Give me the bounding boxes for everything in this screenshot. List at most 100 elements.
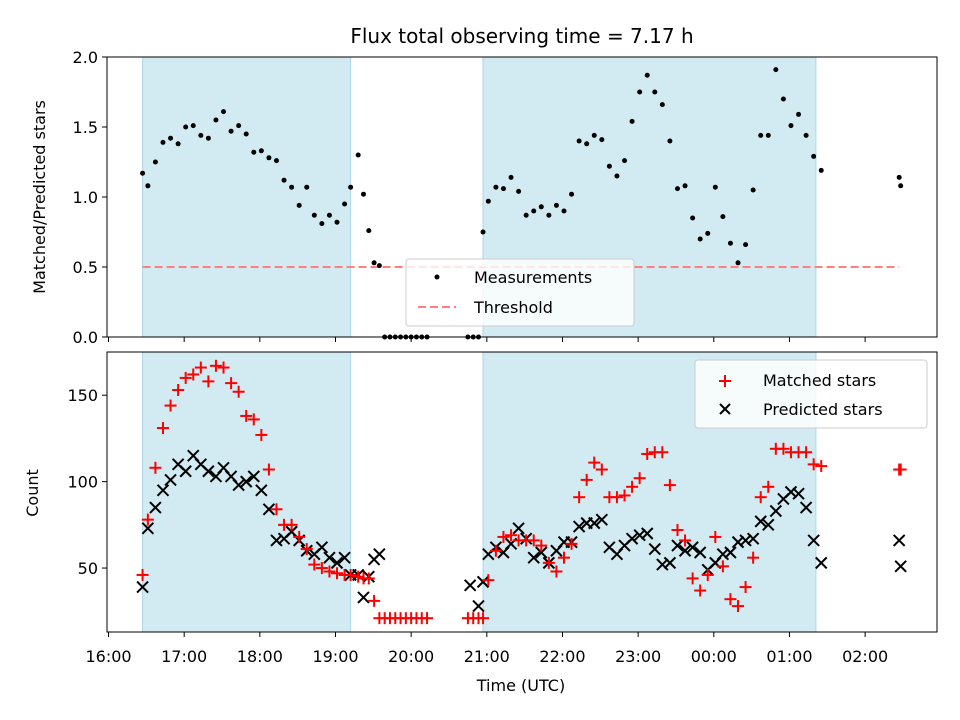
matched-star-point	[686, 572, 699, 585]
measurement-point	[898, 183, 904, 189]
measurement-point	[371, 260, 377, 266]
predicted-star-stroke	[792, 487, 805, 500]
matched-star-point	[270, 503, 283, 516]
x-tick-label: 21:00	[464, 647, 510, 666]
chart-title: Flux total observing time = 7.17 h	[350, 24, 693, 48]
matched-star-point	[595, 463, 608, 476]
matched-star-point	[285, 518, 298, 531]
measurement-point	[674, 186, 680, 192]
measurement-point	[803, 132, 809, 138]
ratio-y-axis-label: Matched/Predicted stars	[30, 100, 49, 294]
measurement-point	[773, 67, 779, 73]
predicted-star-point	[472, 599, 485, 613]
predicted-star-point	[641, 527, 654, 540]
predicted-star-stroke	[512, 522, 525, 535]
measurement-point	[266, 155, 272, 161]
measurement-point	[296, 202, 302, 208]
predicted-star-point	[678, 544, 692, 557]
measurement-point	[788, 123, 794, 129]
measurement-point	[591, 132, 597, 138]
predicted-star-stroke	[136, 580, 149, 594]
x-axis-label: Time (UTC)	[476, 676, 565, 695]
measurement-point	[183, 124, 189, 130]
measurement-point	[516, 188, 522, 194]
predicted-star-point	[746, 532, 760, 545]
predicted-star-point	[315, 541, 329, 554]
matched-star-point	[477, 612, 490, 625]
measurement-point	[251, 149, 257, 155]
predicted-star-point	[716, 548, 730, 561]
measurement-point	[705, 230, 711, 236]
ratio-legend: Measurements Threshold	[405, 258, 635, 327]
matched-star-point	[588, 456, 601, 469]
predicted-star-stroke	[633, 529, 646, 542]
matched-star-point	[505, 529, 518, 542]
predicted-star-point	[262, 503, 276, 516]
measurement-point	[493, 184, 499, 190]
measurement-point	[213, 117, 219, 123]
predicted-star-stroke	[815, 556, 828, 570]
predicted-star-point	[762, 518, 775, 532]
matched-star-point	[807, 458, 820, 471]
matched-star-point	[535, 539, 548, 552]
predicted-star-point	[663, 556, 677, 570]
matched-star-point	[352, 570, 365, 583]
measurement-point	[334, 219, 340, 225]
x-tick-label: 20:00	[388, 647, 434, 666]
measurement-point	[743, 242, 749, 248]
matched-star-point	[610, 491, 623, 504]
measurement-point	[637, 89, 643, 95]
matched-star-point	[724, 593, 737, 606]
measurement-point	[175, 141, 181, 147]
measurement-point	[273, 158, 279, 164]
measurement-point	[622, 158, 628, 164]
predicted-star-point	[270, 534, 283, 547]
matched-star-point	[217, 361, 230, 374]
predicted-star-stroke	[194, 458, 208, 471]
predicted-star-stroke	[224, 470, 238, 483]
matched-star-point	[362, 572, 375, 585]
legend-measurements-marker	[434, 274, 440, 280]
matched-star-point	[739, 581, 752, 594]
predicted-star-stroke	[762, 518, 775, 532]
matched-star-point	[149, 461, 162, 474]
measurement-point	[727, 240, 733, 246]
measurement-point	[652, 89, 658, 95]
predicted-star-point	[671, 539, 684, 552]
count-y-tick-label: 50	[78, 559, 98, 578]
predicted-star-point	[179, 465, 192, 478]
measurement-point	[758, 132, 764, 138]
x-tick-label: 23:00	[615, 647, 661, 666]
measurement-point	[243, 131, 249, 137]
predicted-star-stroke	[603, 541, 616, 554]
matched-star-point	[315, 562, 328, 575]
ratio-legend-box	[405, 258, 635, 327]
measurement-point	[319, 221, 325, 227]
x-tick-label: 17:00	[161, 647, 207, 666]
predicted-star-point	[656, 558, 669, 571]
measurement-point	[281, 177, 287, 183]
measurement-point	[818, 167, 824, 173]
x-tick-label: 00:00	[691, 647, 737, 666]
matched-star-point	[663, 479, 676, 492]
matched-star-point	[421, 612, 434, 625]
matched-star-point	[542, 556, 555, 569]
predicted-star-stroke	[156, 484, 170, 497]
measurement-point	[236, 123, 242, 129]
matched-star-point	[656, 446, 669, 459]
measurement-point	[355, 152, 361, 158]
matched-star-point	[331, 567, 344, 580]
predicted-star-point	[739, 534, 752, 547]
predicted-star-stroke	[255, 484, 268, 497]
predicted-star-stroke	[338, 551, 351, 564]
measurement-point	[531, 208, 537, 214]
measurement-point	[538, 204, 544, 210]
predicted-star-stroke	[641, 527, 654, 540]
legend-matched-label: Matched stars	[763, 371, 876, 390]
predicted-star-stroke	[187, 449, 200, 462]
matched-star-point	[225, 377, 238, 390]
predicted-star-stroke	[476, 575, 490, 589]
predicted-star-stroke	[262, 503, 276, 516]
predicted-star-stroke	[799, 501, 813, 514]
predicted-star-point	[156, 484, 170, 497]
